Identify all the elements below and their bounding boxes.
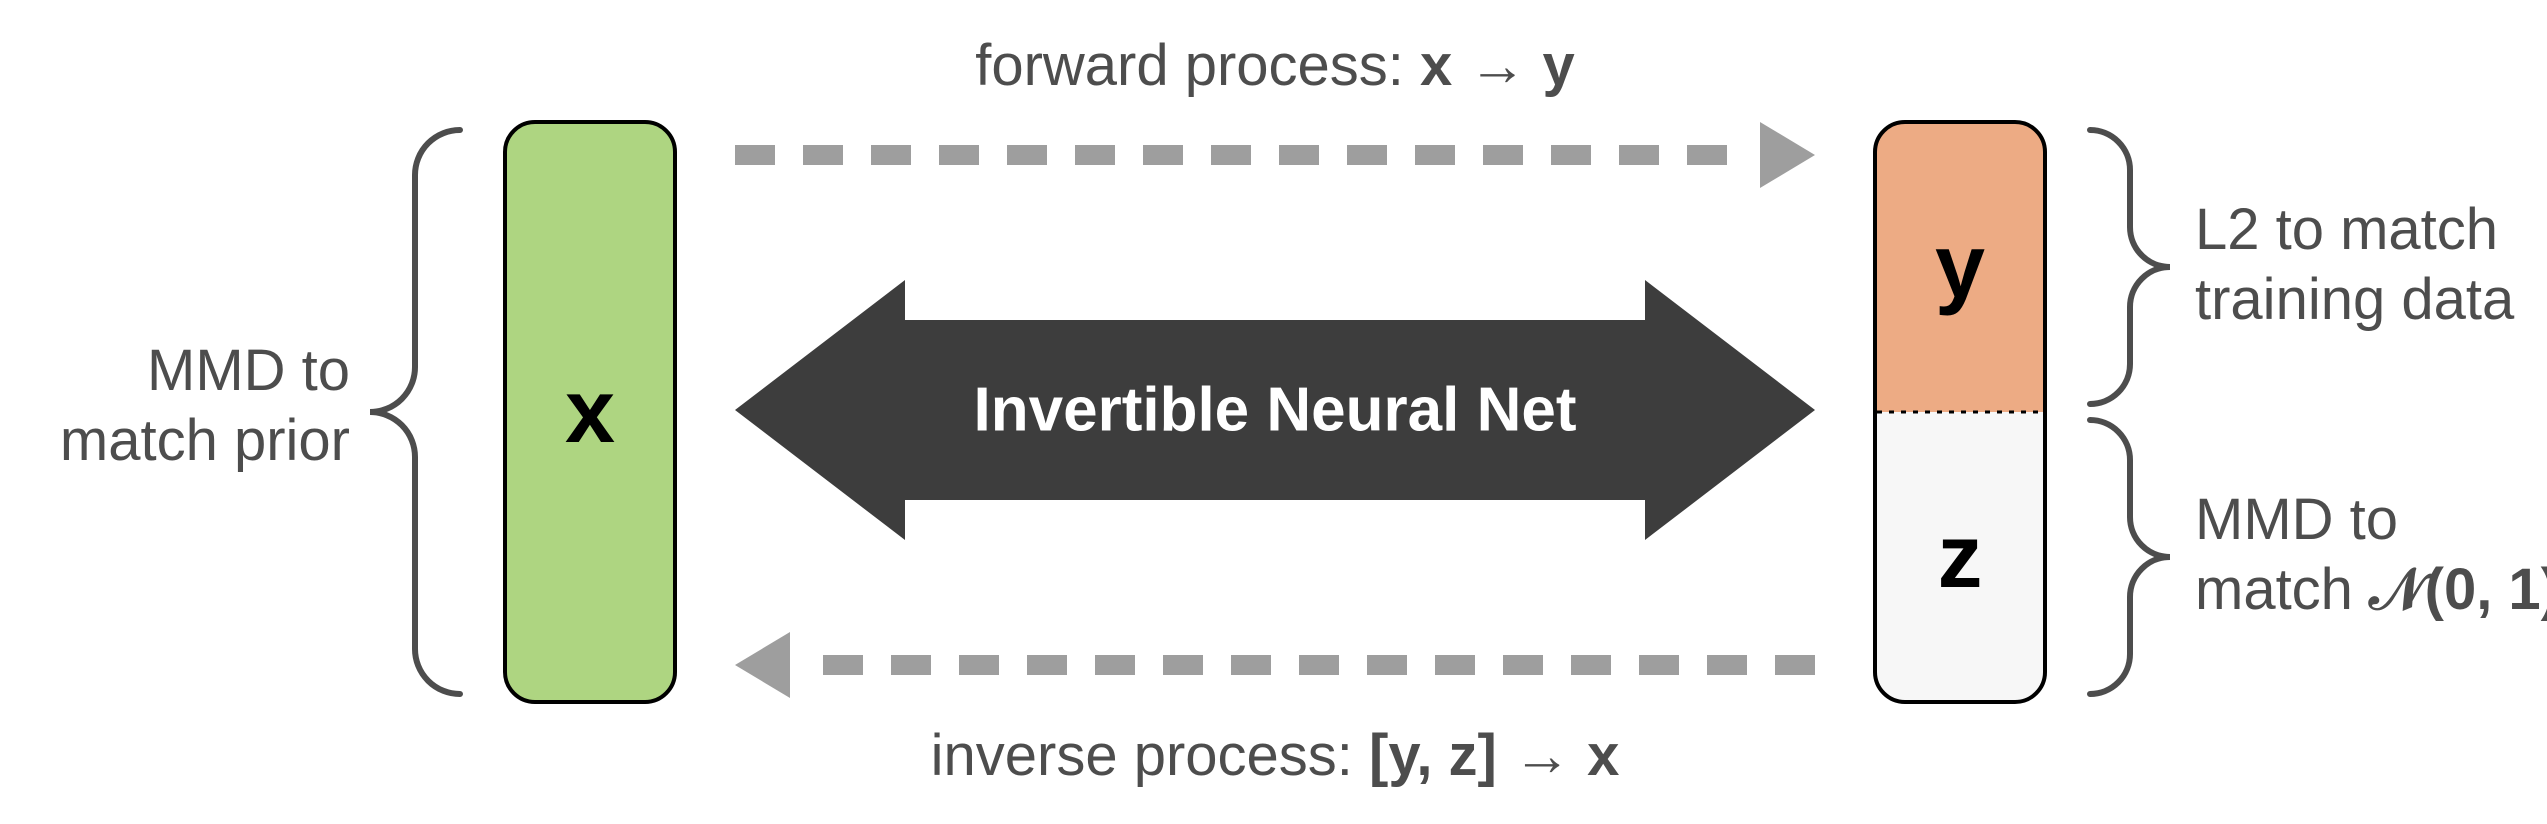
z-label-line1: MMD to — [2195, 487, 2398, 552]
y-label-line1: L2 to match — [2195, 197, 2498, 262]
y-label-line2: training data — [2195, 267, 2515, 332]
label-x: x — [565, 362, 615, 462]
forward-process-label: forward process: x → y — [975, 33, 1575, 98]
arrow-label: Invertible Neural Net — [974, 376, 1577, 445]
inverse-process-label: inverse process: [y, z] → x — [931, 723, 1620, 788]
z-label-line2: match 𝒩(0, 1) — [2195, 557, 2547, 622]
left-label-line2: match prior — [60, 408, 350, 473]
label-z: z — [1938, 507, 1983, 607]
left-label-line1: MMD to — [147, 338, 350, 403]
label-y: y — [1935, 217, 1985, 317]
